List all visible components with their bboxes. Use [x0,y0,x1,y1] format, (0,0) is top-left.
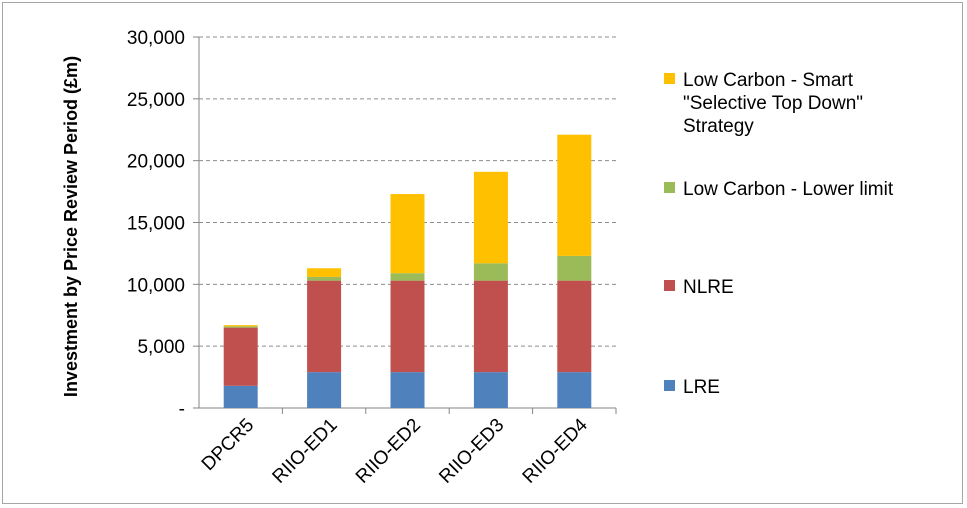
y-tick-label: 15,000 [127,214,185,235]
y-tick-label: 30,000 [127,28,185,49]
x-tick-label: DPCR5 [198,415,258,475]
x-tick-label: RIIO-ED2 [352,415,425,488]
y-tick-label: 20,000 [127,152,185,173]
y-tick-labels: - 5,000 10,000 15,000 20,000 25,000 30,000 [127,28,185,420]
bar-segment [473,372,508,408]
y-axis-label: Investment by Price Review Period (£m) [61,56,81,397]
legend-label: LRE [683,377,720,398]
bar-segment [390,194,425,274]
bar-segment [473,171,508,264]
bar-segment [223,325,258,327]
bar-segment [557,134,592,256]
bar-segment [223,326,258,328]
legend-label-line: Low Carbon - Smart [683,70,854,91]
legend-label: Low Carbon - Smart "Selective Top Down" St… [683,70,863,137]
x-tick-label: RIIO-ED4 [519,414,592,487]
bar-segment [390,372,425,408]
bar-segment [307,280,342,373]
legend-label-line: Strategy [683,116,754,137]
bar-segment [557,372,592,408]
x-tick-label: RIIO-ED1 [269,415,342,488]
legend-label: Low Carbon - Lower limit [683,179,894,200]
bar-segment [390,280,425,373]
y-tick-label: 25,000 [127,90,185,111]
legend: Low Carbon - Smart "Selective Top Down" St… [664,70,894,398]
y-tick-label: 5,000 [137,337,185,358]
legend-label-line: "Selective Top Down" [683,93,863,114]
legend-label-line: NLRE [683,277,734,298]
bar-segment [223,385,258,408]
bar-segment [307,268,342,277]
bar-segment [223,327,258,386]
bar-segment [557,255,592,281]
y-tick-label: - [179,399,185,420]
bars [223,134,592,408]
legend-label: NLRE [683,277,734,298]
legend-swatch [664,73,675,84]
x-tick-label: RIIO-ED3 [435,415,508,488]
bar-segment [557,280,592,373]
legend-label-line: LRE [683,377,720,398]
legend-swatch [664,280,675,291]
x-tick-labels: DPCR5 RIIO-ED1 RIIO-ED2 RIIO-ED3 RIIO-ED4 [198,414,592,487]
bar-segment [307,372,342,408]
legend-swatch [664,182,675,193]
y-tick-label: 10,000 [127,275,185,296]
legend-label-line: Low Carbon - Lower limit [683,179,894,200]
bar-segment [473,263,508,281]
bar-segment [307,276,342,281]
bar-segment [390,273,425,281]
legend-swatch [664,380,675,391]
stacked-bar-chart: - 5,000 10,000 15,000 20,000 25,000 30,000 DPC… [61,28,894,488]
bar-segment [473,280,508,373]
